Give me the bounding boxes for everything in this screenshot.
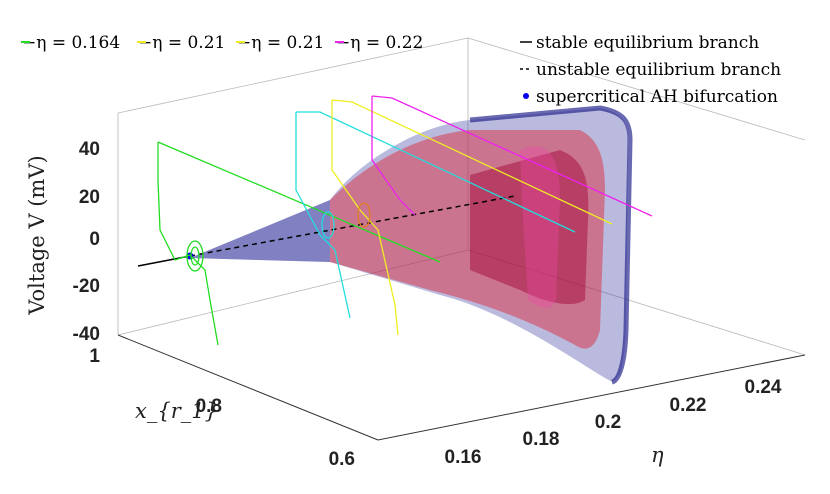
axis-box (117, 37, 806, 356)
y-ticks: 1 0.8 0.6 (89, 346, 355, 470)
surface-cone (190, 200, 330, 262)
floor-axes (117, 334, 806, 441)
surface-pink (520, 146, 560, 308)
trajectory-yellow (331, 99, 613, 225)
trajectory-green-spiral (190, 246, 200, 266)
hopf-point (186, 252, 194, 260)
z-ticks: 40 20 0 -20 -40 (73, 139, 100, 345)
y-axis-label: x_{r_1} (135, 399, 218, 423)
surface-red-inner (470, 150, 589, 305)
legend-swatch-dot (523, 93, 529, 99)
branch-legend: stable equilibrium branch unstable equil… (520, 33, 781, 107)
x-axis-line (377, 354, 806, 441)
z-tick-label: -20 (73, 276, 100, 297)
trajectory-cyan-side (295, 112, 351, 319)
legend-entry: supercritical AH bifurcation (536, 87, 778, 107)
x-tick-label: 0.24 (745, 377, 782, 398)
trajectory-green-spiral (186, 240, 204, 272)
box-edge (467, 249, 806, 356)
trajectory-magenta-side (371, 96, 416, 216)
y-tick-label: 0.8 (196, 396, 222, 417)
box-edge (467, 37, 806, 141)
trajectory-green (157, 142, 219, 346)
box-edge (117, 249, 469, 336)
surface-red (330, 130, 605, 349)
z-tick-label: 20 (79, 187, 100, 208)
unstable-branch (189, 195, 516, 257)
z-tick-label: -40 (73, 324, 100, 345)
y-tick-label: 1 (89, 346, 100, 367)
box-edge (117, 37, 469, 114)
legend-entry: −η = 0.21 (138, 33, 225, 53)
trajectory-cyan (296, 111, 576, 233)
x-tick-label: 0.16 (445, 447, 482, 468)
x-tick-label: 0.2 (595, 412, 621, 433)
z-tick-label: 40 (79, 139, 100, 160)
trajectory-cyan-spiral (321, 211, 335, 239)
legend-entry: unstable equilibrium branch (536, 60, 781, 80)
x-tick-label: 0.18 (523, 429, 560, 450)
legend-entry: −η = 0.164 (22, 33, 120, 53)
surface-envelope (190, 108, 628, 382)
y-axis-line (117, 334, 379, 441)
trajectory-green-top (157, 141, 441, 263)
legend-entry: −η = 0.21 (237, 33, 324, 53)
trajectory-magenta (371, 95, 653, 217)
legend-entry: −η = 0.22 (336, 33, 423, 53)
trajectories (137, 95, 653, 346)
z-axis-label: Voltage V (mV) (25, 155, 49, 315)
legend-entry: stable equilibrium branch (536, 33, 759, 53)
trajectory-legend: −η = 0.164 −η = 0.21 −η = 0.21 −η = 0.22 (21, 33, 423, 53)
trajectory-yellow-spiral (357, 202, 371, 228)
y-tick-label: 0.6 (329, 449, 355, 470)
x-ticks: 0.16 0.18 0.2 0.22 0.24 (445, 377, 782, 468)
x-axis-label: η (651, 443, 664, 467)
surfaces (190, 105, 633, 385)
z-tick-label: 0 (89, 229, 100, 250)
x-tick-label: 0.22 (670, 395, 707, 416)
surface-rim (469, 105, 633, 385)
